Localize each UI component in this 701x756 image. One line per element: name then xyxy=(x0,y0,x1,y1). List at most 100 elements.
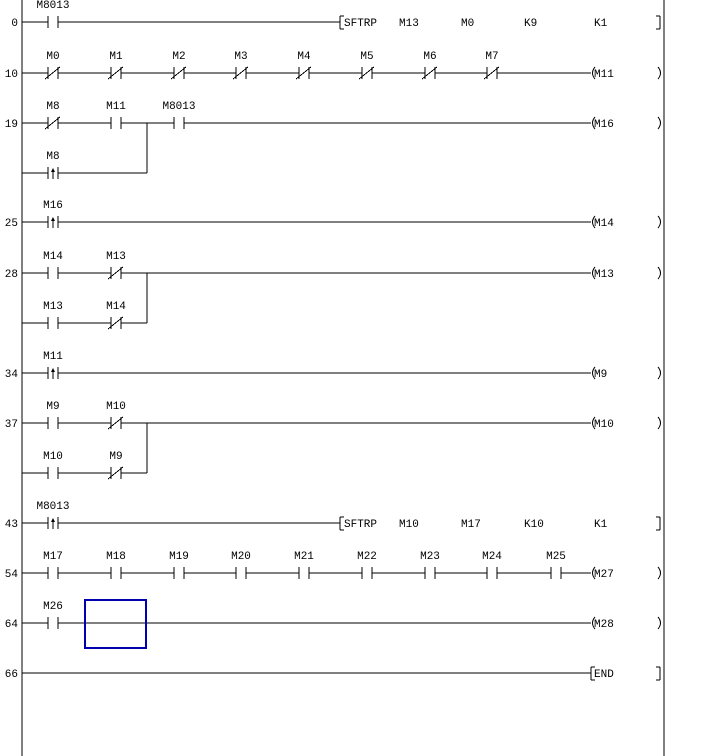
step-number: 19 xyxy=(5,119,18,131)
contact-gap xyxy=(48,472,58,474)
instruction-operand: M0 xyxy=(461,18,474,30)
contact-label: M8 xyxy=(46,101,59,113)
coil-close-paren xyxy=(657,616,661,630)
contact-label: M0 xyxy=(46,51,59,63)
contact-gap xyxy=(236,572,246,574)
contact-label: M1 xyxy=(109,51,123,63)
instruction-operand: M10 xyxy=(399,519,419,531)
coil-label: M10 xyxy=(594,419,614,431)
coil-label: M9 xyxy=(594,369,607,381)
contact-label: M17 xyxy=(43,551,63,563)
end-instruction-label: END xyxy=(594,669,614,681)
contact-label: M23 xyxy=(420,551,440,563)
contact-gap xyxy=(551,572,561,574)
coil-close-paren xyxy=(657,266,661,280)
contact-label: M10 xyxy=(106,401,126,413)
instruction-operand: K1 xyxy=(594,519,608,531)
step-number: 0 xyxy=(11,18,18,30)
contact-label: M13 xyxy=(43,301,63,313)
contact-label: M8 xyxy=(46,151,59,163)
contact-label: M26 xyxy=(43,601,63,613)
contact-gap xyxy=(174,122,184,124)
normally-closed-slash xyxy=(107,316,124,330)
contact-gap xyxy=(48,322,58,324)
coil-open-paren xyxy=(592,66,596,80)
coil-label: M28 xyxy=(594,619,614,631)
normally-closed-slash xyxy=(232,66,249,80)
rising-edge-arrow-icon xyxy=(51,368,55,372)
rising-edge-arrow-icon xyxy=(51,518,55,522)
contact-label: M14 xyxy=(106,301,126,313)
coil-close-paren xyxy=(657,566,661,580)
coil-open-paren xyxy=(592,116,596,130)
normally-closed-slash xyxy=(107,66,124,80)
instruction-name: SFTRP xyxy=(344,18,377,30)
contact-label: M20 xyxy=(231,551,251,563)
contact-gap xyxy=(299,572,309,574)
contact-label: M11 xyxy=(106,101,126,113)
normally-closed-slash xyxy=(170,66,187,80)
normally-closed-slash xyxy=(421,66,438,80)
contact-gap xyxy=(48,422,58,424)
rising-edge-arrow-icon xyxy=(51,217,55,221)
instruction-operand: K9 xyxy=(524,18,537,30)
step-number: 37 xyxy=(5,419,18,431)
contact-label: M6 xyxy=(423,51,436,63)
rising-edge-arrow-icon xyxy=(51,168,55,172)
instruction-name: SFTRP xyxy=(344,519,377,531)
normally-closed-slash xyxy=(44,116,61,130)
contact-gap xyxy=(174,572,184,574)
contact-gap xyxy=(48,21,58,23)
coil-label: M16 xyxy=(594,119,614,131)
step-number: 43 xyxy=(5,519,18,531)
normally-closed-slash xyxy=(358,66,375,80)
coil-open-paren xyxy=(592,416,596,430)
coil-label: M11 xyxy=(594,69,614,81)
contact-label: M10 xyxy=(43,451,63,463)
contact-gap xyxy=(487,572,497,574)
step-number: 10 xyxy=(5,69,18,81)
contact-label: M14 xyxy=(43,251,63,263)
contact-label: M21 xyxy=(294,551,314,563)
contact-label: M2 xyxy=(172,51,185,63)
contact-label: M9 xyxy=(109,451,122,463)
contact-label: M7 xyxy=(485,51,498,63)
coil-close-paren xyxy=(657,66,661,80)
coil-label: M13 xyxy=(594,269,614,281)
contact-gap xyxy=(362,572,372,574)
selection-cursor[interactable] xyxy=(84,599,147,649)
contact-label: M4 xyxy=(297,51,311,63)
contact-label: M18 xyxy=(106,551,126,563)
coil-close-paren xyxy=(657,215,661,229)
contact-label: M22 xyxy=(357,551,377,563)
step-number: 64 xyxy=(5,619,19,631)
coil-open-paren xyxy=(592,616,596,630)
coil-open-paren xyxy=(592,266,596,280)
contact-label: M5 xyxy=(360,51,373,63)
contact-label: M25 xyxy=(546,551,566,563)
contact-label: M24 xyxy=(482,551,502,563)
coil-label: M27 xyxy=(594,569,614,581)
contact-gap xyxy=(48,572,58,574)
normally-closed-slash xyxy=(483,66,500,80)
coil-close-paren xyxy=(657,416,661,430)
instruction-operand: K10 xyxy=(524,519,544,531)
contact-label: M3 xyxy=(234,51,247,63)
contact-label: M8013 xyxy=(36,501,69,513)
normally-closed-slash xyxy=(295,66,312,80)
coil-close-paren xyxy=(657,366,661,380)
contact-gap xyxy=(111,572,121,574)
contact-label: M8013 xyxy=(162,101,195,113)
contact-gap xyxy=(425,572,435,574)
contact-gap xyxy=(111,122,121,124)
step-number: 66 xyxy=(5,669,18,681)
normally-closed-slash xyxy=(107,416,124,430)
coil-label: M14 xyxy=(594,218,614,230)
step-number: 28 xyxy=(5,269,18,281)
contact-label: M19 xyxy=(169,551,189,563)
normally-closed-slash xyxy=(107,266,124,280)
contact-label: M16 xyxy=(43,200,63,212)
contact-gap xyxy=(48,622,58,624)
